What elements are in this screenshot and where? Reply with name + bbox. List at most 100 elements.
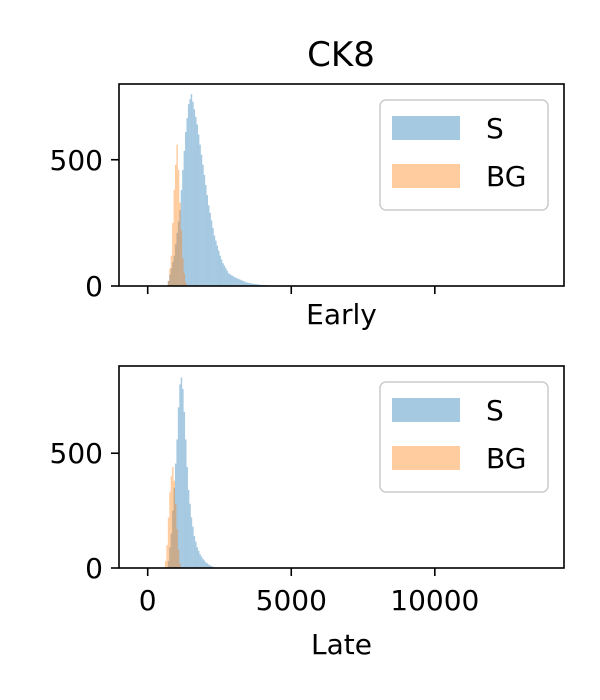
y-tick-label: 500	[50, 144, 103, 177]
bar-s	[177, 407, 180, 568]
bar-s	[186, 467, 188, 568]
bar-s	[182, 388, 184, 568]
legend-swatch-s	[392, 398, 460, 422]
bar-s	[167, 280, 170, 286]
bar-s	[232, 276, 234, 286]
bar-s	[218, 250, 220, 286]
bar-s	[179, 210, 181, 286]
bar-s	[186, 118, 188, 286]
bar-s	[179, 384, 181, 568]
bar-s	[200, 154, 203, 286]
series-s	[167, 94, 273, 287]
bar-bg	[169, 268, 171, 286]
bar-s	[167, 561, 170, 568]
bar-s	[190, 517, 193, 568]
bar-s	[255, 284, 257, 286]
bar-s	[190, 94, 193, 286]
bar-s	[173, 487, 175, 568]
bar-bg	[170, 476, 173, 568]
bar-bg	[173, 190, 175, 286]
bar-s	[180, 377, 183, 568]
bar-bg	[172, 467, 174, 568]
bar-s	[256, 284, 259, 286]
bar-s	[219, 255, 221, 286]
bar-s	[253, 283, 256, 286]
legend-box	[379, 381, 549, 493]
bar-s	[205, 185, 207, 286]
bar-s	[197, 134, 200, 286]
bar-s	[174, 244, 177, 286]
series-s	[167, 377, 216, 568]
bar-s	[169, 274, 171, 286]
bar-s	[223, 265, 226, 286]
bar-bg	[167, 517, 170, 568]
axes-frame	[118, 83, 565, 287]
bar-s	[238, 279, 240, 286]
bar-s	[196, 124, 198, 287]
legend-swatch-bg	[392, 164, 460, 188]
bar-s	[209, 212, 211, 286]
bar-s	[173, 255, 175, 286]
bar-bg	[176, 144, 178, 286]
bar-s	[210, 220, 213, 286]
bar-bg	[177, 549, 180, 568]
bar-s	[195, 116, 197, 286]
bar-s	[176, 439, 178, 568]
y-tick-label: 500	[50, 437, 103, 470]
bar-s	[199, 144, 201, 286]
bar-s	[208, 205, 210, 286]
bar-s	[248, 282, 250, 286]
bar-s	[226, 270, 229, 286]
legend-label-bg: BG	[486, 160, 526, 193]
bar-s	[225, 268, 227, 286]
bar-s	[205, 562, 207, 568]
bar-s	[242, 280, 244, 286]
bar-s	[202, 558, 204, 568]
bar-bg	[179, 563, 181, 568]
bar-s	[195, 541, 197, 568]
x-axis-label: Late	[311, 628, 372, 661]
bar-s	[206, 195, 208, 286]
bar-bg	[166, 545, 168, 568]
bar-bg	[172, 222, 174, 287]
bar-bg	[177, 169, 180, 286]
bar-s	[189, 99, 191, 287]
bar-s	[203, 174, 206, 286]
bar-s	[249, 283, 252, 286]
bar-s	[183, 150, 186, 286]
bar-s	[246, 282, 249, 286]
series-bg	[164, 467, 181, 568]
bar-bg	[167, 280, 170, 286]
bar-s	[192, 101, 194, 287]
bar-bg	[164, 561, 167, 568]
legend-swatch-bg	[392, 446, 460, 470]
legend-swatch-s	[392, 116, 460, 140]
bar-s	[236, 278, 239, 286]
bar-s	[243, 281, 246, 286]
x-tick-label: 5000	[256, 584, 327, 617]
bar-s	[229, 274, 231, 286]
early-histogram-panel: 0 500 Early S BG	[50, 83, 565, 331]
bar-s	[189, 503, 191, 568]
bar-s	[233, 277, 236, 286]
legend-label-s: S	[486, 394, 504, 427]
bar-bg	[182, 258, 184, 286]
bar-s	[252, 283, 254, 286]
legend-label-bg: BG	[486, 442, 526, 475]
bar-s	[197, 550, 200, 568]
legend-box	[379, 99, 549, 211]
bar-s	[177, 221, 180, 286]
bar-s	[185, 131, 187, 286]
legend-label-s: S	[486, 112, 504, 145]
y-tick-label: 0	[85, 270, 103, 303]
series-bg	[167, 144, 187, 287]
y-tick-label: 0	[85, 552, 103, 585]
bar-s	[222, 263, 224, 286]
bar-s	[251, 283, 253, 286]
bar-s	[239, 279, 242, 286]
bar-s	[176, 232, 178, 286]
bar-s	[170, 268, 173, 286]
bar-s	[215, 240, 217, 286]
bar-bg	[169, 492, 171, 568]
